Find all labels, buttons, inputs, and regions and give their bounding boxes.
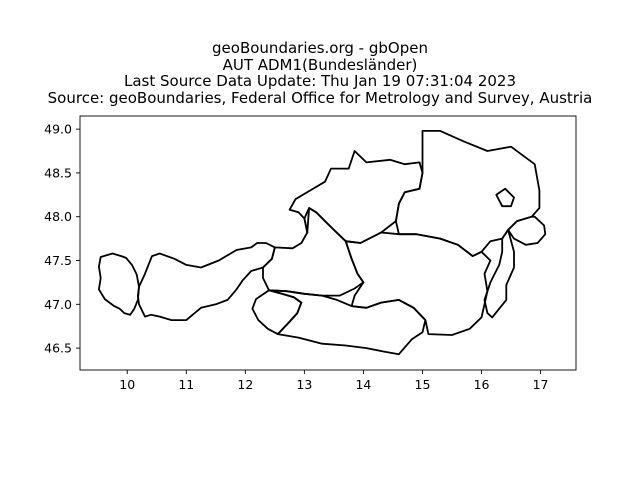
y-axis: 46.5 47.0 47.5 48.0 48.5 49.0: [44, 122, 80, 356]
plot-frame: [79, 115, 577, 371]
x-tick-label: 17: [533, 377, 549, 392]
region-layer: [98, 129, 547, 356]
x-axis: 10 11 12 13 14 15 16 17: [119, 370, 549, 392]
title-line-2: AUT ADM1(Bundesländer): [222, 55, 418, 74]
region-boundary-6: [288, 150, 424, 244]
y-tick-label: 48.0: [44, 209, 72, 224]
region-boundary-1: [98, 252, 140, 316]
x-tick-label: 16: [474, 377, 490, 392]
region-boundary-9: [483, 215, 547, 319]
title-line-3: Last Source Data Update: Thu Jan 19 07:3…: [123, 72, 517, 90]
y-tick-label: 48.5: [44, 165, 72, 180]
x-tick-label: 12: [237, 377, 253, 392]
region-boundary-8: [495, 187, 515, 208]
region-boundary-2: [136, 242, 276, 322]
y-tick-label: 47.0: [44, 297, 72, 312]
y-tick-label: 46.5: [44, 341, 72, 356]
y-tick-label: 49.0: [44, 122, 72, 137]
x-tick-label: 15: [415, 377, 431, 392]
x-tick-label: 14: [355, 377, 371, 392]
x-tick-label: 10: [119, 377, 135, 392]
y-tick-label: 47.5: [44, 253, 72, 268]
x-tick-label: 13: [296, 377, 312, 392]
region-boundary-4: [268, 289, 427, 356]
title-line-4: Source: geoBoundaries, Federal Office fo…: [47, 88, 593, 107]
region-boundary-10: [344, 231, 492, 336]
x-tick-label: 11: [178, 377, 194, 392]
region-boundary-7: [394, 129, 541, 258]
title-line-1: geoBoundaries.org - gbOpen: [212, 39, 428, 57]
map-title: geoBoundaries.org - gbOpen AUT ADM1(Bund…: [0, 40, 640, 106]
